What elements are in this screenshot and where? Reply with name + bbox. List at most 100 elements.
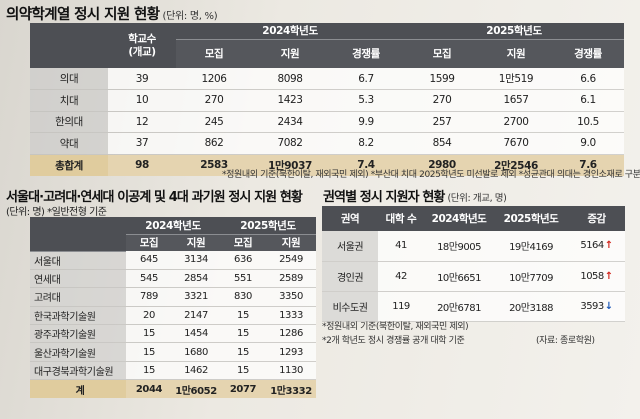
cell-2024-applicants: 20만6781 [424, 291, 494, 322]
cell-2024-quota: 1206 [176, 68, 252, 90]
table-header-row: 학교수 (개교) 2024학년도 2025학년도 [30, 23, 624, 68]
table-row: 비수도권 119 20만6781 20만3188 3593↓ [322, 291, 625, 322]
university-count-cell: 41 [378, 231, 424, 262]
cell-2025-applicants: 2만2546 [480, 154, 552, 176]
cell-2024-quota: 15 [126, 361, 172, 381]
cell-2025-ratio: 9.0 [552, 132, 624, 155]
cell-2024-quota: 20 [126, 306, 172, 326]
cell-2025-quota: 15 [220, 306, 266, 326]
cell-2024-quota: 245 [176, 111, 252, 133]
change-cell: 1058↑ [568, 261, 625, 292]
cell-2025-quota: 257 [404, 111, 480, 133]
university-name: 광주과학기술원 [30, 324, 126, 344]
header-corner-cell [30, 23, 108, 68]
cell-2025-applicants: 2549 [266, 251, 316, 270]
university-name: 한국과학기술원 [30, 306, 126, 326]
subheader-cell: 지원 [480, 39, 552, 68]
table-row: 고려대 789 3321 830 3350 [30, 287, 316, 307]
cell-2024-applicants: 1462 [172, 361, 220, 381]
school-count-cell: 12 [108, 111, 176, 133]
header-region: 권역 [322, 206, 378, 231]
row-label: 한의대 [30, 111, 108, 133]
table-row: 경인권 42 10만6651 10만7709 1058↑ [322, 261, 625, 292]
cell-2025-quota: 1599 [404, 68, 480, 90]
page-title-unit: (단위: 명, %) [162, 11, 218, 22]
change-cell: 5164↑ [568, 231, 625, 262]
cell-2024-quota: 789 [126, 287, 172, 307]
cell-2025-quota: 854 [404, 132, 480, 155]
header-corner-cell [30, 217, 126, 252]
arrow-up-icon: ↑ [604, 240, 613, 252]
row-label: 의대 [30, 68, 108, 90]
subheader-cell: 경쟁률 [328, 39, 404, 68]
school-count-label: 학교수 [128, 32, 156, 45]
subheader-cell: 지원 [172, 234, 220, 251]
university-count-cell: 42 [378, 261, 424, 292]
arrow-down-icon: ↓ [604, 300, 613, 312]
university-name: 연세대 [30, 269, 126, 289]
header-university-count: 대학 수 [378, 206, 424, 231]
subheader-cell: 모집 [126, 234, 172, 251]
total-label: 총합계 [30, 154, 108, 176]
cell-2024-applicants: 2854 [172, 269, 220, 289]
region-name: 경인권 [322, 261, 378, 292]
school-count-cell: 98 [108, 154, 176, 176]
cell-2025-quota: 2077 [220, 379, 266, 399]
cell-2024-ratio: 8.2 [328, 132, 404, 155]
cell-2024-applicants: 8098 [252, 68, 328, 90]
medical-admissions-table: 학교수 (개교) 2024학년도 2025학년도 모집 지원 경쟁률 모집 지원… [30, 23, 624, 176]
table-header-row: 2024학년도 2025학년도 [30, 217, 316, 252]
table-row: 한국과학기술원 20 2147 15 1333 [30, 306, 316, 326]
page-title: 의약학계열 정시 지원 현황 (단위: 명, %) [6, 3, 218, 23]
university-count-cell: 119 [378, 291, 424, 322]
row-label: 치대 [30, 89, 108, 112]
cell-2025-ratio: 7.6 [552, 154, 624, 176]
table-subheader-row: 모집 지원 경쟁률 모집 지원 경쟁률 [30, 39, 624, 68]
table-row: 연세대 545 2854 551 2589 [30, 269, 316, 289]
cell-2025-applicants: 1286 [266, 324, 316, 344]
cell-2024-ratio: 5.3 [328, 89, 404, 112]
table-row: 서울대 645 3134 636 2549 [30, 251, 316, 270]
science-tech-admissions-table: 2024학년도 2025학년도 모집 지원 모집 지원 서울대 645 3134… [30, 217, 316, 399]
cell-2025-quota: 15 [220, 361, 266, 381]
table-row: 한의대 12 245 2434 9.9 257 2700 10.5 [30, 111, 624, 133]
header-year-2024: 2024학년도 [176, 23, 404, 40]
subheader-cell: 경쟁률 [552, 39, 624, 68]
right-footnote-1: *정원내외 기준(북한이탈, 재외국민 제외) [322, 322, 469, 332]
cell-2024-applicants: 1423 [252, 89, 328, 112]
cell-2025-applicants: 1333 [266, 306, 316, 326]
table-row: 약대 37 862 7082 8.2 854 7670 9.0 [30, 132, 624, 155]
cell-2025-applicants: 1657 [480, 89, 552, 112]
cell-2025-quota: 15 [220, 324, 266, 344]
table-row: 서울권 41 18만9005 19만4169 5164↑ [322, 231, 625, 262]
cell-2024-applicants: 3134 [172, 251, 220, 270]
cell-2024-ratio: 9.9 [328, 111, 404, 133]
cell-2024-ratio: 6.7 [328, 68, 404, 90]
cell-2025-applicants: 1293 [266, 342, 316, 362]
right-section-unit: (단위: 개교, 명) [447, 193, 507, 204]
cell-2025-quota: 551 [220, 269, 266, 289]
subheader-cell: 모집 [404, 39, 480, 68]
table-subheader-row: 모집 지원 모집 지원 [30, 234, 316, 251]
university-name: 고려대 [30, 287, 126, 307]
cell-2025-quota: 636 [220, 251, 266, 270]
cell-2024-applicants: 18만9005 [424, 231, 494, 262]
cell-2025-quota: 270 [404, 89, 480, 112]
cell-2024-quota: 270 [176, 89, 252, 112]
cell-2025-applicants: 7670 [480, 132, 552, 155]
page-title-text: 의약학계열 정시 지원 현황 [6, 7, 160, 23]
right-footnote-2: *2개 학년도 정시 경쟁률 공개 대학 기준 [322, 336, 465, 346]
subheader-cell: 모집 [220, 234, 266, 251]
table-row: 광주과학기술원 15 1454 15 1286 [30, 324, 316, 344]
region-name: 비수도권 [322, 291, 378, 322]
subheader-cell: 모집 [176, 39, 252, 68]
source-credit: (자료: 종로학원) [536, 336, 595, 346]
header-year-2025: 2025학년도 [404, 23, 624, 40]
cell-2024-applicants: 1680 [172, 342, 220, 362]
table-row: 의대 39 1206 8098 6.7 1599 1만519 6.6 [30, 68, 624, 90]
left-section-subtitle: (단위: 명) *일반전형 기준 [6, 207, 107, 218]
header-year-2024: 2024학년도 [424, 206, 494, 231]
change-value: 5164 [580, 240, 604, 252]
cell-2024-quota: 545 [126, 269, 172, 289]
cell-2025-applicants: 1130 [266, 361, 316, 381]
